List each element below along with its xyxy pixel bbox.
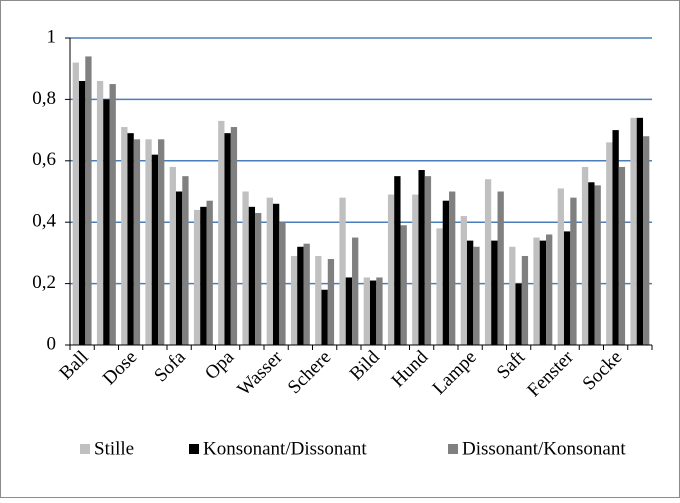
bar (570, 197, 577, 345)
bar (272, 203, 280, 345)
bar (321, 289, 328, 345)
bar (345, 277, 353, 345)
bar (175, 191, 183, 345)
bar (581, 166, 589, 345)
bar (290, 255, 298, 345)
bar (442, 200, 450, 345)
bar (515, 283, 522, 345)
bar (96, 80, 104, 345)
bar (521, 255, 529, 345)
y-tick-label: 0,8 (32, 88, 56, 109)
bar (158, 139, 165, 345)
bar (182, 176, 189, 345)
bar (169, 166, 176, 345)
bar (539, 240, 547, 345)
y-tick-label: 0 (47, 333, 57, 354)
legend-label: Stille (94, 438, 134, 459)
bar (224, 133, 231, 345)
y-tick-label: 0,2 (32, 272, 56, 293)
bar (255, 212, 262, 345)
bar (72, 62, 79, 346)
bar (369, 280, 377, 345)
bar (533, 237, 540, 345)
bar (643, 136, 650, 345)
legend-swatch (189, 444, 199, 454)
bar (546, 234, 553, 345)
bar (297, 246, 304, 345)
bar (109, 84, 116, 346)
bar (376, 277, 383, 345)
bar (449, 191, 456, 345)
legend-swatch (448, 444, 458, 454)
bar (206, 200, 213, 345)
legend-swatch (80, 444, 90, 454)
bar (636, 117, 644, 345)
bar (484, 179, 492, 345)
bar (594, 185, 601, 345)
bar (85, 56, 92, 346)
bar (418, 170, 425, 345)
bar (588, 182, 595, 345)
bar (630, 117, 637, 345)
bar (563, 231, 571, 345)
bar (394, 176, 401, 345)
bar (436, 228, 443, 345)
bar (509, 246, 516, 345)
bar (193, 209, 201, 345)
bar (266, 197, 273, 345)
legend-label: Konsonant/Dissonant (203, 438, 367, 459)
bar (387, 194, 395, 345)
bar (497, 191, 504, 345)
bar (460, 216, 467, 345)
bar (248, 206, 256, 345)
y-tick-label: 0,6 (32, 149, 56, 170)
bar (242, 191, 249, 345)
bar (424, 176, 432, 345)
bar (78, 80, 86, 345)
bar (612, 130, 619, 345)
bar (145, 139, 152, 345)
bar (618, 166, 626, 345)
bar (327, 259, 335, 345)
bar (491, 240, 498, 345)
y-tick-label: 1 (47, 26, 57, 47)
bar (466, 240, 474, 345)
bar (473, 246, 480, 345)
bar (230, 127, 238, 345)
bar (352, 237, 359, 345)
y-tick-label: 0,4 (32, 211, 56, 232)
bar (121, 127, 128, 345)
bar (200, 206, 207, 345)
bar (218, 120, 225, 345)
bar (606, 142, 613, 345)
bar (103, 99, 110, 346)
bar (412, 194, 419, 345)
bar (133, 139, 141, 345)
bar (363, 277, 370, 345)
bar (315, 255, 322, 345)
bar (151, 154, 159, 345)
bar (339, 197, 346, 345)
bar (400, 225, 407, 345)
bar (303, 243, 310, 345)
bar (127, 133, 134, 345)
bar (279, 222, 286, 345)
bar (557, 188, 564, 345)
legend-label: Dissonant/Konsonant (462, 438, 626, 459)
